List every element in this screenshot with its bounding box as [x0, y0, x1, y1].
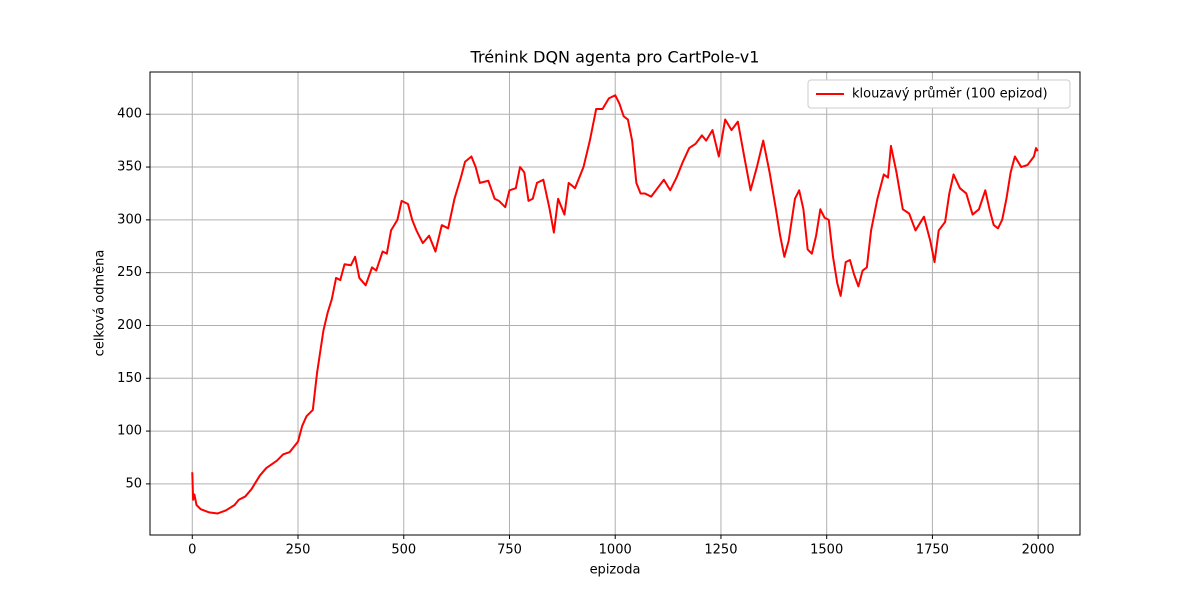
- x-tick-label: 1500: [810, 543, 843, 558]
- x-tick-label: 1250: [704, 543, 737, 558]
- line: [191, 94, 1039, 515]
- x-tick-label: 2000: [1022, 543, 1055, 558]
- y-tick-label: 150: [117, 371, 142, 386]
- y-axis-label: celková odměna: [93, 250, 108, 357]
- legend-box: [807, 79, 1071, 109]
- y-tick-label: 350: [117, 160, 142, 175]
- chart-title: Trénink DQN agenta pro CartPole-v1: [470, 48, 760, 67]
- x-tick-label: 1750: [916, 543, 949, 558]
- x-tick-label: 500: [391, 543, 416, 558]
- x-axis-label: epizoda: [590, 563, 641, 578]
- y-tick-label: 100: [117, 424, 142, 439]
- x-tick-label: 1000: [599, 543, 632, 558]
- y-tick-label: 250: [117, 265, 142, 280]
- y-tick-label: 300: [117, 212, 142, 227]
- axes-frame: [149, 71, 1081, 536]
- x-tick-label: 250: [286, 543, 311, 558]
- y-tick-label: 200: [117, 318, 142, 333]
- y-tick-label: 400: [117, 107, 142, 122]
- x-tick-label: 750: [497, 543, 522, 558]
- y-tick-label: 50: [125, 476, 142, 491]
- legend-label: klouzavý průměr (100 epizod): [852, 87, 1048, 102]
- x-tick-label: 0: [188, 543, 196, 558]
